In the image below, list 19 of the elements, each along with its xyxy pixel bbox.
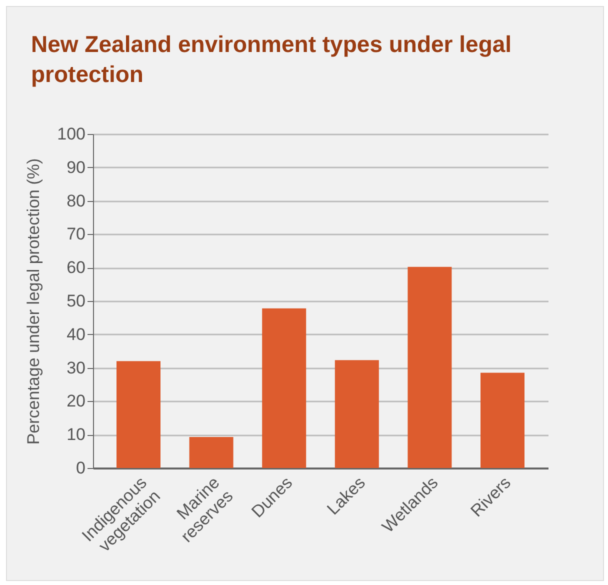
bar (408, 266, 452, 468)
bar (480, 372, 524, 468)
bar (262, 308, 306, 468)
y-tick-label: 0 (76, 458, 86, 478)
bar (189, 436, 234, 468)
chart-title: New Zealand environment types under legal protection (31, 30, 513, 89)
bar (116, 361, 160, 468)
bar (334, 360, 379, 468)
y-tick-label: 30 (66, 358, 86, 378)
y-tick-label: 50 (66, 292, 86, 310)
y-tick-label: 70 (66, 224, 86, 244)
y-tick-label: 100 (57, 124, 86, 144)
y-axis-title: Percentage under legal protection (%) (24, 158, 44, 445)
y-tick-label: 10 (66, 425, 86, 444)
y-tick-label: 20 (66, 392, 86, 411)
y-tick-label: 90 (66, 158, 86, 177)
y-tick-label: 40 (66, 324, 86, 344)
y-tick-label: 60 (66, 258, 86, 278)
y-tick-label: 80 (66, 191, 86, 210)
